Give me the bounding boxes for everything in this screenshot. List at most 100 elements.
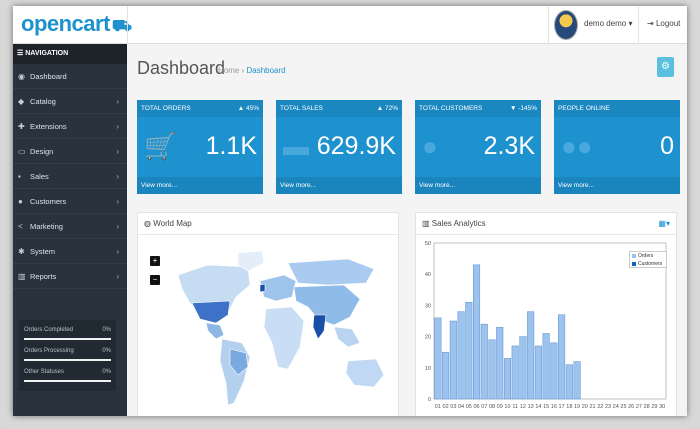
world-map[interactable] [138, 235, 400, 416]
sales-analytics-title: Sales Analytics [431, 219, 486, 228]
user-name: demo demo [584, 19, 627, 28]
bar-orders [434, 317, 442, 400]
dashboard-icon: ◉ [18, 72, 25, 81]
sign-out-icon: ⇥ [647, 19, 654, 28]
bar-orders [573, 361, 581, 400]
x-tick-label: 20 [582, 404, 588, 410]
legend-swatch [632, 254, 636, 258]
x-tick-label: 08 [489, 404, 495, 410]
sidebar-item-label: Marketing [30, 222, 63, 231]
bar-orders [550, 342, 558, 400]
x-tick-label: 10 [504, 404, 510, 410]
y-tick-label: 50 [425, 241, 431, 247]
map-region-india [312, 314, 327, 340]
opencart-logo[interactable]: opencart ⛟ [21, 11, 132, 37]
browser-frame: opencart ⛟ demo demo ▾ ⇥ Logout ☰ NAVIGAT… [13, 6, 687, 416]
bar-orders [503, 358, 512, 400]
bar-orders [457, 311, 465, 400]
x-tick-label: 29 [651, 404, 657, 410]
sidebar-item-label: System [30, 247, 56, 256]
bar-orders [542, 333, 550, 400]
tile-value: 629.9K [316, 132, 396, 160]
sidebar-item-reports[interactable]: ▥ Reports › [13, 264, 127, 289]
bar-orders [480, 323, 488, 400]
plot-area [433, 242, 667, 400]
header-divider [638, 6, 639, 44]
sidebar-item-design[interactable]: ▭ Design › [13, 139, 127, 164]
x-tick-label: 07 [481, 404, 487, 410]
x-tick-label: 24 [613, 404, 619, 410]
view-more-link[interactable]: View more... [137, 177, 263, 194]
calendar-dropdown[interactable]: ▦▾ [658, 213, 670, 235]
x-tick-label: 04 [458, 404, 464, 410]
sidebar-item-catalog[interactable]: ◆ Catalog › [13, 89, 127, 114]
progress-bar [24, 338, 111, 340]
bar-orders [511, 345, 519, 400]
progress-row: Orders Processing 0% [22, 345, 113, 366]
stat-tile: TOTAL CUSTOMERS ▼ -145% ● 2.3K View more... [415, 100, 541, 194]
zoom-in-button[interactable]: + [150, 256, 160, 266]
legend-entry: Customers [630, 260, 666, 268]
tile-value: 0 [660, 132, 674, 160]
gear-icon: ✱ [18, 247, 25, 256]
map-region-africa [263, 306, 305, 370]
breadcrumb-home[interactable]: Home [218, 66, 240, 75]
sidebar-item-label: Design [30, 147, 54, 156]
sidebar-item-customers[interactable]: ● Customers › [13, 189, 127, 214]
x-tick-label: 28 [644, 404, 650, 410]
breadcrumb-separator: › [241, 66, 245, 75]
tile-header: TOTAL CUSTOMERS ▼ -145% [415, 100, 541, 117]
sidebar-item-marketing[interactable]: < Marketing › [13, 214, 127, 239]
header-divider [127, 6, 128, 44]
progress-percent: 0% [102, 369, 111, 375]
globe-icon: ◍ [144, 219, 151, 228]
stat-tile: PEOPLE ONLINE ●● 0 View more... [554, 100, 680, 194]
tile-body: 🛒 1.1K [137, 117, 263, 177]
settings-button[interactable]: ⚙ [657, 57, 674, 77]
credit-card-icon: ▬ [283, 131, 309, 161]
bar-orders [519, 336, 527, 400]
x-tick-label: 16 [551, 404, 557, 410]
header-divider [548, 6, 549, 44]
x-tick-label: 18 [566, 404, 572, 410]
x-tick-label: 02 [443, 404, 449, 410]
bar-orders [465, 302, 473, 400]
sidebar-item-extensions[interactable]: ✚ Extensions › [13, 114, 127, 139]
bar-orders [449, 320, 457, 400]
menu-icon: ☰ [17, 50, 24, 57]
tile-value: 2.3K [483, 132, 535, 160]
map-region-brazil [229, 348, 249, 376]
x-tick-label: 30 [659, 404, 665, 410]
x-tick-label: 06 [473, 404, 479, 410]
bar-orders [534, 345, 542, 400]
chevron-right-icon: › [116, 147, 119, 156]
chevron-right-icon: › [116, 97, 119, 106]
user-menu[interactable]: demo demo ▾ [584, 19, 633, 28]
avatar[interactable] [554, 10, 578, 40]
tag-icon: ◆ [18, 97, 25, 106]
progress-percent: 0% [102, 348, 111, 354]
view-more-link[interactable]: View more... [276, 177, 402, 194]
legend-label: Customers [638, 261, 663, 267]
view-more-link[interactable]: View more... [415, 177, 541, 194]
x-tick-label: 21 [589, 404, 595, 410]
y-tick-label: 30 [425, 303, 431, 309]
sidebar-item-system[interactable]: ✱ System › [13, 239, 127, 264]
breadcrumb-current[interactable]: Dashboard [246, 66, 286, 75]
bar-orders [558, 314, 566, 400]
tile-title: TOTAL CUSTOMERS [419, 105, 483, 112]
map-region-united-states [191, 300, 231, 324]
cart-icon: ▪ [18, 172, 21, 181]
x-tick-label: 17 [559, 404, 565, 410]
tile-value: 1.1K [205, 132, 257, 160]
logout-link[interactable]: ⇥ Logout [647, 19, 680, 28]
shopping-cart-icon: 🛒 [144, 131, 177, 161]
progress-label: Orders Processing [24, 348, 74, 354]
sidebar-item-sales[interactable]: ▪ Sales › [13, 164, 127, 189]
zoom-out-button[interactable]: − [150, 275, 160, 285]
view-more-link[interactable]: View more... [554, 177, 680, 194]
chevron-right-icon: › [116, 222, 119, 231]
tile-change: ▲ 72% [376, 105, 398, 112]
sidebar-item-dashboard[interactable]: ◉ Dashboard [13, 64, 127, 89]
